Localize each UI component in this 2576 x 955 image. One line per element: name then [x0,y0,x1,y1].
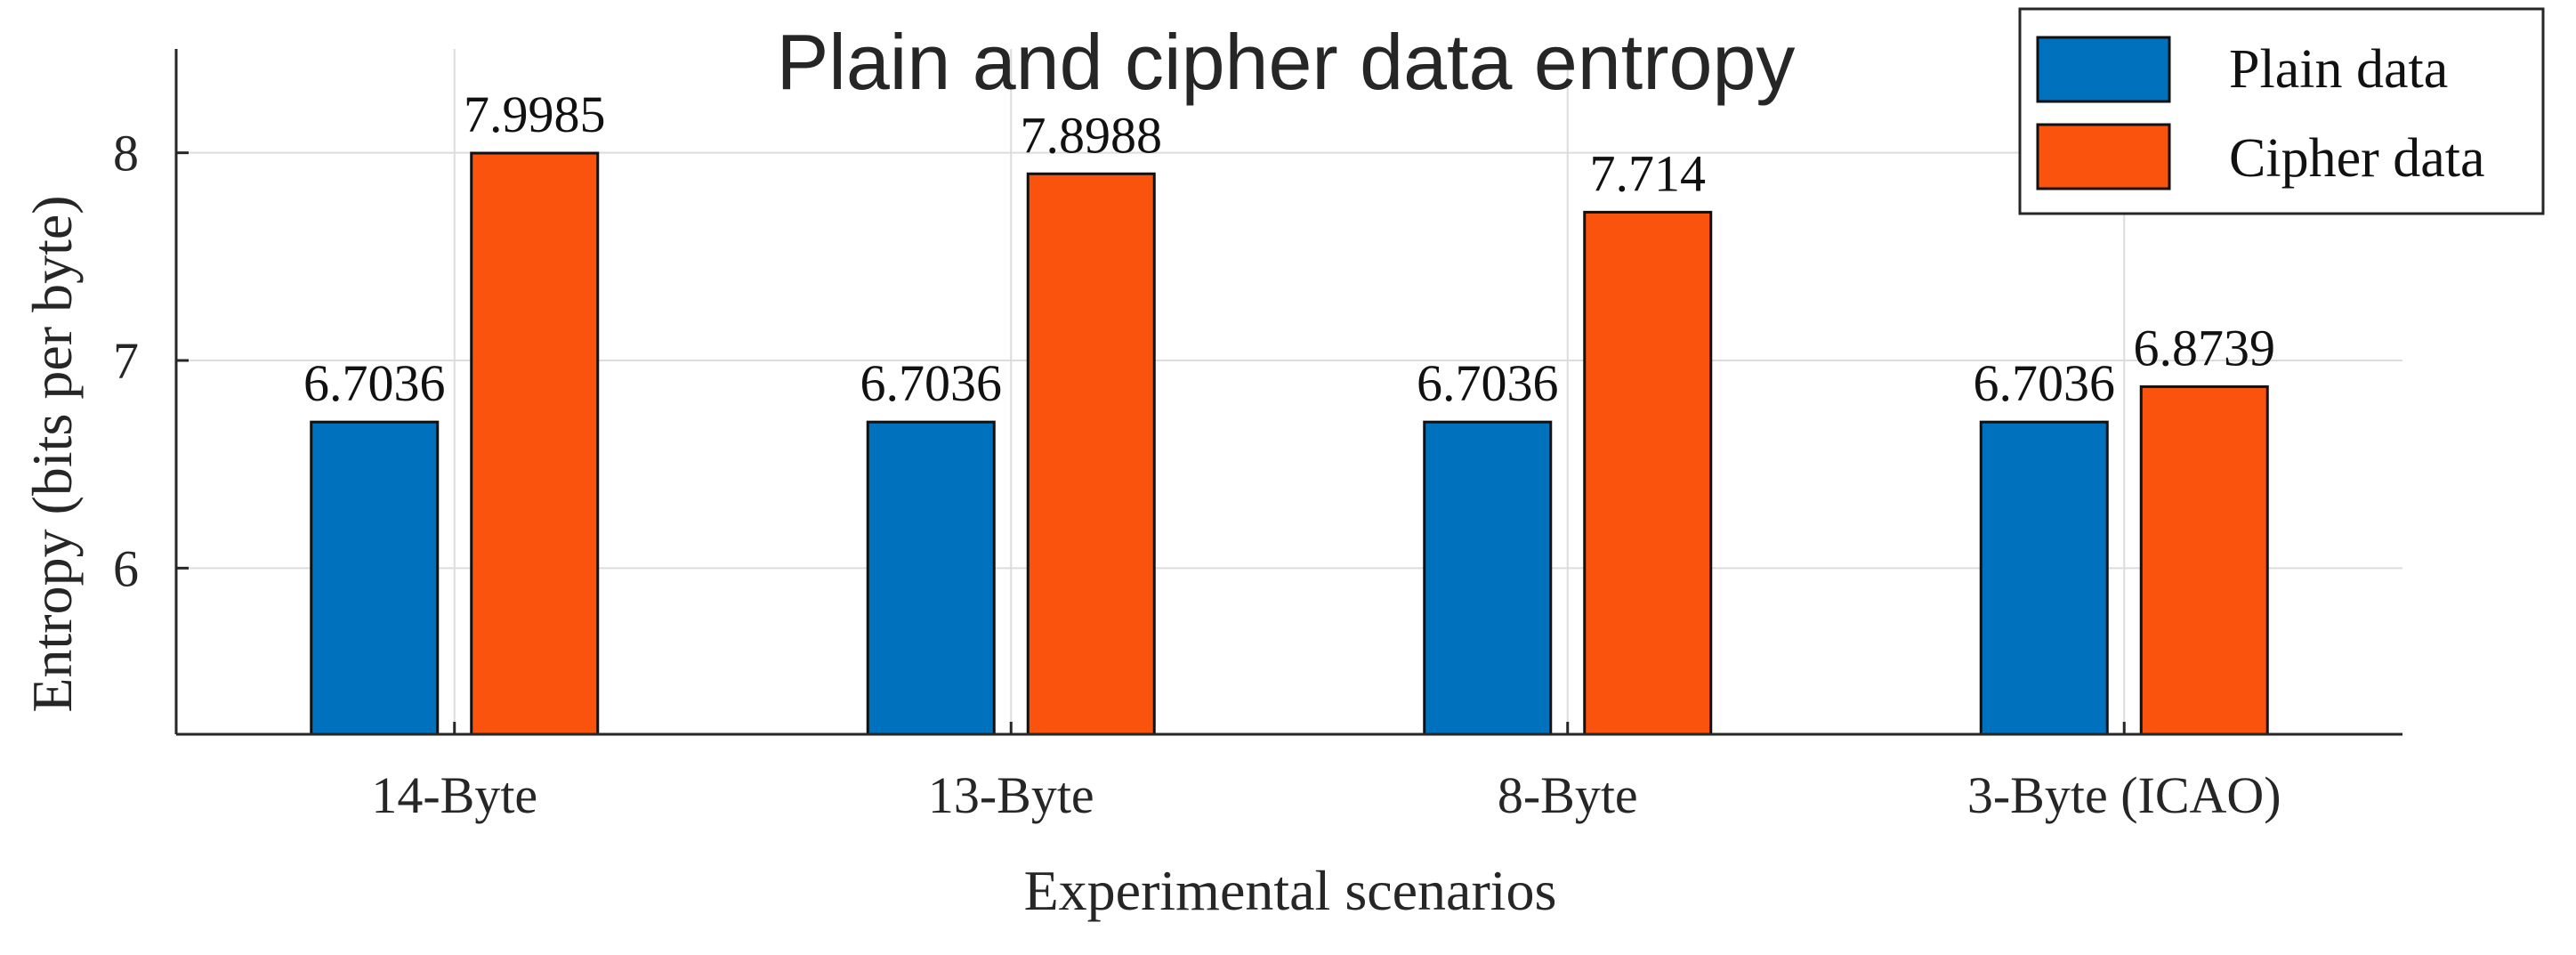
x-tick-label: 13-Byte [928,766,1094,824]
x-tick-label: 8-Byte [1498,766,1638,824]
x-tick-label: 3-Byte (ICAO) [1967,766,2281,824]
bar-plain-3 [1423,420,1553,736]
data-label-plain-4: 6.7036 [1974,354,2116,412]
y-axis-label: Entropy (bits per byte) [20,195,84,712]
y-tick-label: 6 [113,539,139,597]
data-label-cipher-1: 7.9985 [464,85,606,143]
axes [174,49,2402,736]
bar-cipher-4 [2139,384,2269,736]
data-label-plain-2: 6.7036 [860,354,1003,412]
data-label-plain-1: 6.7036 [303,354,446,412]
legend: Plain data Cipher data [2018,7,2545,215]
legend-label-cipher-data: Cipher data [2229,128,2485,189]
data-labels: 6.7036 7.9985 6.7036 7.8988 6.7036 7.714 6.703… [303,85,2275,412]
bar-plain-2 [866,420,996,736]
bars [310,151,2269,736]
bar-cipher-1 [470,151,600,736]
chart-title: Plain and cipher data entropy [777,18,1796,106]
data-label-cipher-4: 6.8739 [2134,319,2276,376]
legend-swatch-plain-data [2036,36,2171,103]
data-label-plain-3: 6.7036 [1417,354,1559,412]
y-tick-label: 8 [113,125,139,182]
data-label-cipher-2: 7.8988 [1021,106,1163,164]
bar-plain-1 [310,420,440,736]
data-label-cipher-3: 7.714 [1590,144,1707,202]
legend-label-plain-data: Plain data [2229,39,2448,100]
x-axis-label: Experimental scenarios [1024,859,1557,922]
bar-cipher-3 [1583,210,1713,736]
x-tick-label: 14-Byte [371,766,537,824]
bar-plain-4 [1979,420,2109,736]
legend-swatch-cipher-data [2036,123,2171,190]
bar-cipher-2 [1026,172,1156,736]
y-tick-label: 7 [113,332,139,390]
tick-labels: 6 7 8 14-Byte 13-Byte 8-Byte 3-Byte (ICAO) [113,125,2281,824]
